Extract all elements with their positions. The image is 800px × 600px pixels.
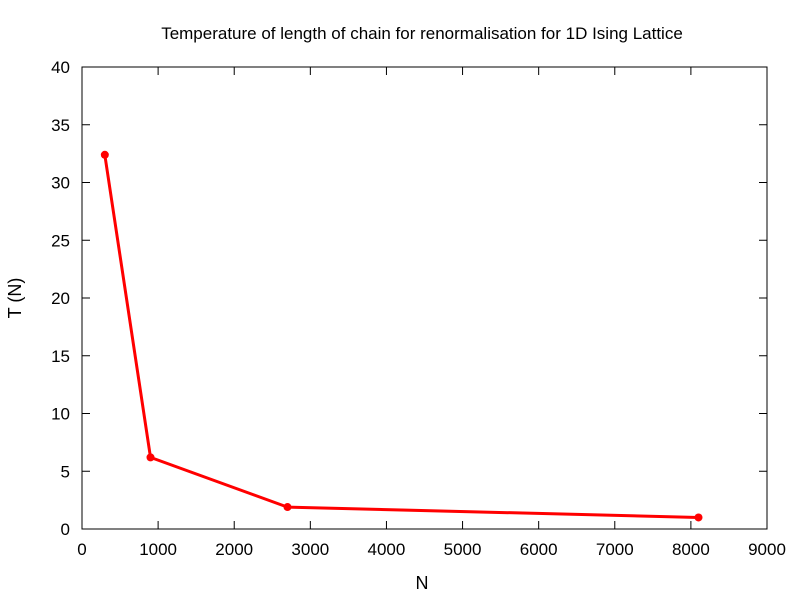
data-point <box>100 150 109 159</box>
series-line <box>103 154 699 519</box>
y-tick-label: 15 <box>51 347 70 366</box>
series-layer <box>100 150 703 522</box>
x-tick-label: 3000 <box>291 540 329 559</box>
y-tick-label: 30 <box>51 174 70 193</box>
x-tick-label: 8000 <box>672 540 710 559</box>
data-point <box>146 453 155 462</box>
y-tick-label: 10 <box>51 405 70 424</box>
x-tick-label: 0 <box>77 540 86 559</box>
x-tick-label: 2000 <box>215 540 253 559</box>
y-tick-label: 40 <box>51 58 70 77</box>
x-tick-label: 9000 <box>748 540 786 559</box>
y-tick-label: 0 <box>61 520 70 539</box>
x-tick-label: 5000 <box>444 540 482 559</box>
y-tick-label: 20 <box>51 289 70 308</box>
y-tick-label: 5 <box>61 462 70 481</box>
data-point <box>283 503 292 512</box>
x-axis-ticks: 0 1000 2000 3000 4000 5000 6000 7000 8000 9000 <box>77 67 786 559</box>
y-tick-label: 35 <box>51 116 70 135</box>
y-axis-label: T (N) <box>5 278 25 319</box>
x-axis-label: N <box>416 573 429 593</box>
x-tick-label: 4000 <box>368 540 406 559</box>
x-tick-label: 7000 <box>596 540 634 559</box>
y-tick-label: 25 <box>51 231 70 250</box>
x-tick-label: 6000 <box>520 540 558 559</box>
x-tick-label: 1000 <box>139 540 177 559</box>
y-axis-ticks: 0 5 10 15 20 25 30 35 40 <box>51 58 767 539</box>
data-point <box>694 513 703 522</box>
chart-title: Temperature of length of chain for renor… <box>161 24 683 43</box>
